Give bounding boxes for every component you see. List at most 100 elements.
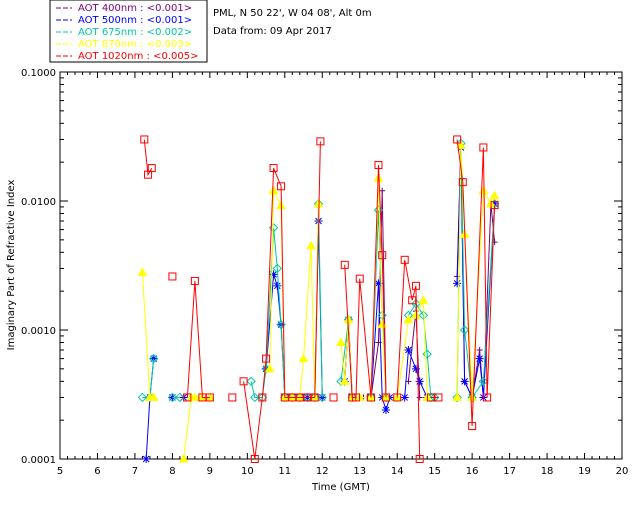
y-tick-label: 0.0001 (21, 455, 56, 466)
series-line-aot1020nm (243, 141, 321, 460)
x-tick-label: 12 (316, 466, 329, 477)
y-tick-label: 0.0010 (21, 326, 56, 337)
data-point-aot1020nm (183, 393, 192, 402)
data-point-aot870nm (268, 185, 279, 195)
data-point-aot1020nm (434, 393, 443, 402)
data-point-aot500nm (374, 279, 383, 288)
data-point-aot1020nm (310, 393, 319, 402)
data-point-aot870nm (336, 337, 346, 347)
data-point-aot500nm (404, 345, 413, 354)
x-tick-label: 19 (578, 466, 591, 477)
data-point-aot870nm (418, 295, 429, 304)
data-point-aot1020nm (408, 296, 417, 305)
data-point-aot870nm (264, 363, 275, 373)
x-tick-label: 15 (428, 466, 441, 477)
data-point-aot1020nm (458, 178, 467, 187)
x-tick-label: 20 (616, 466, 629, 477)
x-tick-label: 8 (169, 466, 175, 477)
data-point-aot1020nm (269, 164, 278, 173)
data-point-aot1020nm (205, 393, 214, 402)
data-point-aot675nm (418, 310, 429, 321)
data-point-aot500nm (460, 377, 469, 386)
data-point-aot870nm (411, 310, 421, 319)
data-point-aot400nm (476, 346, 483, 353)
data-point-aot870nm (205, 392, 215, 401)
legend-box (49, 0, 208, 63)
data-point-aot1020nm (374, 161, 383, 170)
data-point-aot1020nm (355, 274, 364, 283)
data-point-aot870nm (489, 190, 500, 200)
data-point-aot870nm (403, 314, 414, 324)
data-point-aot675nm (422, 349, 432, 359)
data-point-aot870nm (306, 240, 316, 250)
x-tick-label: 16 (466, 466, 479, 477)
data-point-aot675nm (175, 392, 185, 403)
data-point-aot1020nm (479, 143, 488, 152)
data-point-aot870nm (178, 453, 189, 463)
data-point-aot870nm (456, 140, 466, 149)
data-point-aot1020nm (316, 137, 325, 146)
data-point-aot870nm (467, 392, 477, 401)
data-point-aot1020nm (400, 255, 409, 264)
x-tick-label: 9 (207, 466, 213, 477)
legend-entry: AOT 500nm : <0.001> (78, 15, 192, 26)
data-point-aot1020nm (190, 276, 199, 285)
x-tick-label: 11 (278, 466, 291, 477)
data-point-aot870nm (148, 392, 159, 401)
data-point-aot675nm (246, 376, 256, 387)
data-point-aot675nm (137, 392, 148, 403)
data-point-aot870nm (339, 376, 350, 385)
data-point-aot870nm (190, 392, 200, 401)
data-point-aot1020nm (340, 260, 349, 269)
data-point-aot675nm (452, 392, 462, 403)
y-tick-label: 0.0100 (21, 197, 56, 208)
data-point-aot1020nm (228, 393, 237, 402)
data-point-aot1020nm (393, 393, 402, 402)
x-axis-label: Time (GMT) (311, 482, 370, 493)
data-point-aot675nm (167, 392, 178, 403)
x-tick-label: 18 (541, 466, 554, 477)
data-point-aot500nm (415, 377, 424, 386)
x-tick-label: 14 (391, 466, 404, 477)
plot-frame (59, 71, 623, 460)
data-point-aot1020nm (415, 455, 424, 463)
x-tick-label: 10 (241, 466, 254, 477)
x-tick-label: 13 (353, 466, 366, 477)
data-point-aot1020nm (262, 354, 271, 363)
data-point-aot1020nm (351, 393, 360, 402)
site-title: PML, N 50 22', W 04 08', Alt 0m (213, 8, 372, 19)
legend-entry: AOT 870nm : <0.003> (78, 39, 192, 50)
data-point-aot675nm (317, 392, 327, 403)
data-point-aot1020nm (147, 164, 156, 173)
data-point-aot1020nm (483, 393, 492, 402)
data-point-aot870nm (343, 314, 354, 324)
data-point-aot870nm (298, 353, 309, 363)
data-point-aot1020nm (329, 393, 338, 402)
data-point-aot675nm (148, 353, 159, 364)
series-group (137, 135, 500, 463)
data-point-aot500nm (269, 270, 278, 279)
data-point-aot675nm (250, 392, 260, 403)
data-point-aot1020nm (411, 281, 420, 290)
data-point-aot1020nm (453, 135, 462, 144)
series-aot1020nm (140, 135, 499, 463)
data-point-aot1020nm (239, 377, 248, 386)
legend-entry: AOT 1020nm : <0.005> (78, 51, 198, 62)
data-point-aot1020nm (366, 393, 375, 402)
data-point-aot675nm (373, 205, 384, 215)
x-tick-label: 5 (57, 466, 63, 477)
data-point-aot1020nm (140, 135, 149, 144)
data-point-aot500nm (475, 354, 484, 363)
data-point-aot500nm (490, 199, 499, 208)
data-point-aot1020nm (378, 251, 387, 260)
data-point-aot400nm (379, 187, 386, 194)
data-point-aot500nm (142, 455, 151, 463)
data-point-aot870nm (137, 267, 148, 276)
data-point-aot870nm (452, 392, 463, 401)
data-point-aot1020nm (258, 393, 267, 402)
data-point-aot1020nm (490, 201, 499, 210)
data-point-aot500nm (453, 279, 462, 288)
data-point-aot1020nm (468, 422, 477, 431)
data-point-aot675nm (467, 392, 477, 403)
